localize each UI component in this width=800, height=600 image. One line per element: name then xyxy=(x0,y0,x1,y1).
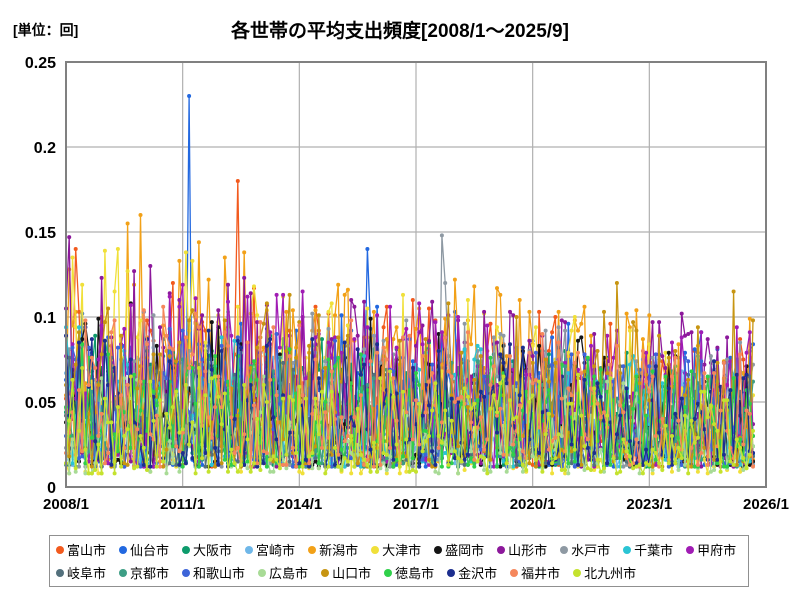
legend-item-niigata: 新潟市 xyxy=(308,538,358,561)
legend-marker-icon xyxy=(686,545,695,554)
legend-marker-icon xyxy=(623,545,632,554)
legend-item-sendai: 仙台市 xyxy=(119,538,169,561)
legend-item-label: 富山市 xyxy=(67,543,107,558)
legend-marker-icon xyxy=(560,545,569,554)
legend-item-otsu: 大津市 xyxy=(371,538,421,561)
legend-item-label: 山口市 xyxy=(332,566,372,581)
legend-item-tokushima: 徳島市 xyxy=(384,561,434,584)
x-tick-label: 2023/1 xyxy=(626,496,672,513)
legend-marker-icon xyxy=(182,545,191,554)
legend-item-kitakyushu: 北九州市 xyxy=(573,561,636,584)
legend-item-osaka: 大阪市 xyxy=(182,538,232,561)
y-tick-label: 0.05 xyxy=(25,395,56,412)
legend-item-kofu: 甲府市 xyxy=(686,538,736,561)
legend-item-label: 広島市 xyxy=(269,566,309,581)
legend-marker-icon xyxy=(434,545,443,554)
legend-item-label: 仙台市 xyxy=(130,543,170,558)
legend-marker-icon xyxy=(308,545,317,554)
legend-item-hiroshima: 広島市 xyxy=(258,561,308,584)
legend-marker-icon xyxy=(573,568,582,577)
legend-marker-icon xyxy=(245,545,254,554)
y-tick-label: 0.2 xyxy=(34,140,56,157)
legend-item-yamagata: 山形市 xyxy=(497,538,547,561)
y-tick-label: 0.15 xyxy=(25,225,56,242)
legend-marker-icon xyxy=(321,568,330,577)
legend-marker-icon xyxy=(56,545,64,554)
legend-marker-icon xyxy=(510,568,519,577)
legend-item-label: 金沢市 xyxy=(458,566,498,581)
x-tick-label: 2020/1 xyxy=(510,496,556,513)
x-tick-label: 2017/1 xyxy=(393,496,439,513)
legend-item-mito: 水戸市 xyxy=(560,538,610,561)
legend-item-label: 大津市 xyxy=(382,543,422,558)
legend-marker-icon xyxy=(384,568,393,577)
plot-frame xyxy=(65,61,767,488)
legend-item-chiba: 千葉市 xyxy=(623,538,673,561)
legend-marker-icon xyxy=(56,568,64,577)
legend-item-label: 福井市 xyxy=(521,566,561,581)
legend-item-label: 水戸市 xyxy=(571,543,611,558)
legend-item-yamaguchi: 山口市 xyxy=(321,561,371,584)
legend-item-kanazawa: 金沢市 xyxy=(447,561,497,584)
legend-item-morioka: 盛岡市 xyxy=(434,538,484,561)
y-tick-label: 0 xyxy=(47,480,56,497)
legend-item-label: 和歌山市 xyxy=(193,566,246,581)
legend-marker-icon xyxy=(258,568,267,577)
legend-marker-icon xyxy=(371,545,380,554)
legend-item-toyama: 富山市 xyxy=(56,538,106,561)
x-tick-label: 2008/1 xyxy=(43,496,89,513)
legend-item-label: 大阪市 xyxy=(193,543,233,558)
legend-marker-icon xyxy=(119,545,128,554)
legend-item-label: 甲府市 xyxy=(697,543,737,558)
legend-item-label: 京都市 xyxy=(130,566,170,581)
legend-item-fukui: 福井市 xyxy=(510,561,560,584)
y-tick-label: 0.25 xyxy=(25,55,56,72)
chart-title: 各世帯の平均支出頻度[2008/1～2025/9] xyxy=(231,21,569,42)
legend-item-miyazaki: 宮崎市 xyxy=(245,538,295,561)
legend-item-gifu: 岐阜市 xyxy=(56,561,106,584)
x-tick-label: 2014/1 xyxy=(276,496,322,513)
legend-item-label: 徳島市 xyxy=(395,566,435,581)
legend-item-label: 北九州市 xyxy=(584,566,637,581)
legend-marker-icon xyxy=(497,545,506,554)
x-tick-label: 2026/1 xyxy=(743,496,789,513)
y-axis-unit-label: [単位：回] xyxy=(13,22,79,38)
y-tick-label: 0.1 xyxy=(34,310,56,327)
legend-item-label: 盛岡市 xyxy=(445,543,485,558)
x-tick-label: 2011/1 xyxy=(160,496,205,513)
legend-item-label: 新潟市 xyxy=(319,543,359,558)
legend-marker-icon xyxy=(447,568,456,577)
legend-item-wakayama: 和歌山市 xyxy=(182,561,245,584)
legend-item-label: 岐阜市 xyxy=(67,566,107,581)
legend-item-kyoto: 京都市 xyxy=(119,561,169,584)
legend-marker-icon xyxy=(182,568,191,577)
legend-item-label: 宮崎市 xyxy=(256,543,296,558)
series-kitakyushu xyxy=(64,366,755,476)
legend: 富山市 仙台市 大阪市 宮崎市 新潟市 大津市 盛岡市 山形市 水戸市 千葉市 甲府市岐阜市 京都市 和… xyxy=(49,535,749,587)
legend-item-label: 山形市 xyxy=(508,543,548,558)
legend-marker-icon xyxy=(119,568,128,577)
legend-item-label: 千葉市 xyxy=(634,543,674,558)
